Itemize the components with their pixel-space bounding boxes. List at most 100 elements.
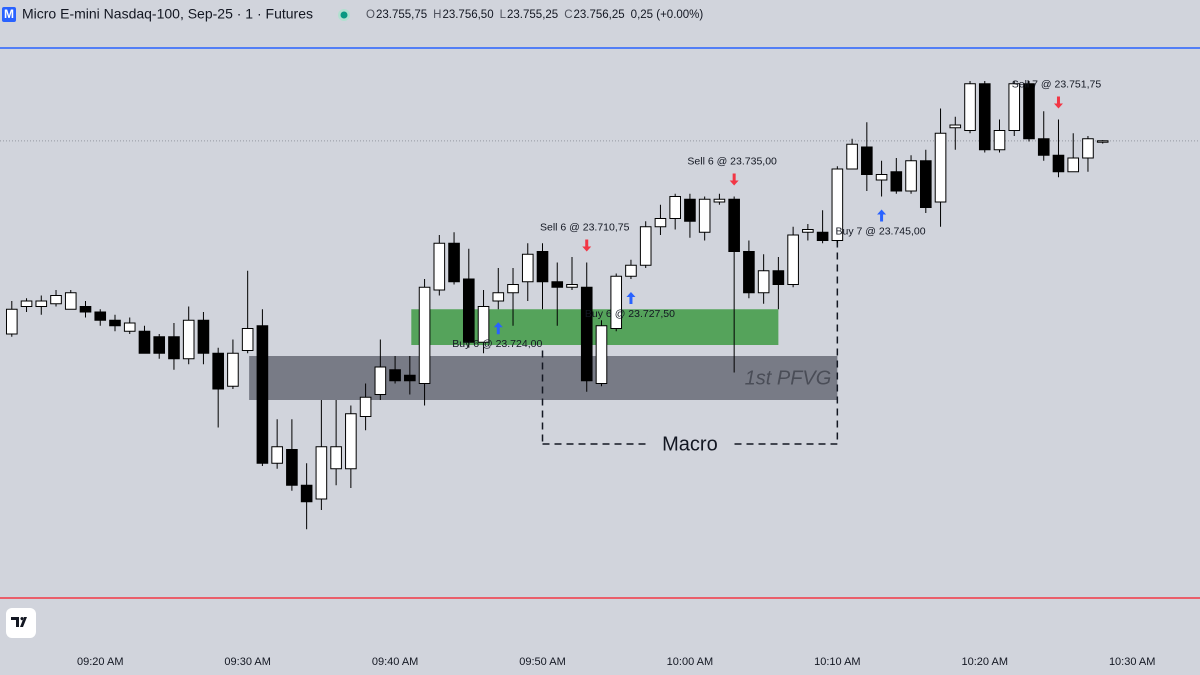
candle-body [654, 218, 667, 228]
candle-body [418, 286, 431, 384]
candle-body [1052, 154, 1065, 173]
candle-body [64, 292, 77, 310]
sell-arrow [729, 173, 739, 186]
candle-body [35, 300, 48, 307]
candle-body [241, 328, 254, 351]
time-axis: 09:20 AM 09:30 AM 09:40 AM 09:50 AM 10:00 AM… [77, 656, 1155, 668]
candle-body [109, 319, 121, 327]
candle-body [1037, 138, 1050, 156]
trade-label: Buy 7 @ 23.745,00 [836, 225, 926, 237]
ohlc-legend: O 23.755,75 H 23.756,50 L 23.755,25 C 23.756,25… [366, 9, 703, 21]
candle-body [507, 284, 519, 294]
candle-body [492, 292, 505, 302]
candle-body [153, 336, 166, 354]
candle-body [462, 278, 475, 343]
candle-body [595, 325, 608, 384]
candle-body [477, 306, 490, 343]
legend-key: L [500, 9, 507, 21]
candle-body [123, 322, 136, 332]
sell-arrow [1053, 96, 1063, 109]
x-tick-label: 10:20 AM [962, 656, 1008, 668]
x-tick-label: 09:30 AM [224, 656, 270, 668]
candle-body [1082, 138, 1094, 159]
candle-body [448, 242, 460, 283]
candle-body [787, 234, 799, 285]
candle-body [875, 174, 888, 181]
tv-logo [11, 617, 27, 627]
candle-body [433, 242, 446, 291]
candle-body [802, 229, 814, 233]
candle-body [286, 449, 298, 486]
candle-body [698, 198, 711, 233]
candle-body [625, 264, 637, 277]
candle-body [359, 396, 372, 417]
candle-body [757, 270, 770, 294]
tv-logo-box[interactable] [6, 608, 36, 638]
plot-area: 1st PFVG Macro Buy 6 @ 23.724,00 Sell 6 @ 2… [0, 78, 1200, 530]
candle-body [919, 160, 932, 208]
candle-body [684, 198, 696, 222]
candle-body [639, 226, 652, 266]
candle-body [566, 284, 578, 288]
candle-body [1067, 157, 1080, 173]
candle-body [212, 352, 224, 390]
trade-label: Sell 6 @ 23.710,75 [540, 221, 630, 233]
candle-body [1008, 83, 1021, 131]
trade-label: Buy 6 @ 23.724,00 [452, 338, 542, 350]
candle-body [330, 446, 342, 470]
x-tick-label: 10:30 AM [1109, 656, 1155, 668]
candle-body [197, 319, 210, 354]
candle-body [949, 124, 962, 129]
candle-body [861, 146, 873, 175]
legend-value: 23.756,25 [574, 9, 625, 21]
symbol-title[interactable]: Micro E-mini Nasdaq-100, Sep-25 · 1 · Fu… [22, 6, 313, 22]
candle-body [5, 308, 18, 335]
candle-body [772, 270, 785, 285]
candle-body [256, 325, 269, 464]
candle-body [743, 251, 755, 294]
status-dot [340, 11, 348, 19]
candle-body [536, 251, 549, 283]
logo-box [2, 7, 16, 22]
candle-body [20, 300, 33, 307]
candle-body [50, 295, 62, 305]
trade-label: Buy 6 @ 23.727,50 [585, 308, 675, 320]
candle-body [831, 168, 844, 241]
x-tick-label: 09:40 AM [372, 656, 418, 668]
legend-key: O [366, 9, 375, 21]
legend-value: 23.755,75 [376, 9, 427, 21]
candle-body [404, 374, 416, 382]
candle-body [846, 143, 858, 170]
candle-body [300, 484, 313, 503]
candle-body [993, 130, 1006, 151]
buy-arrow [626, 292, 636, 304]
candle-body [551, 281, 564, 288]
candle-body [227, 352, 239, 387]
candle-body [389, 369, 401, 382]
candle-body [978, 83, 991, 151]
candle-body [580, 286, 593, 382]
x-tick-label: 09:20 AM [77, 656, 123, 668]
candle-body [1096, 140, 1109, 143]
sell-arrow [582, 239, 592, 252]
legend-key: C [564, 9, 572, 21]
candle-body [138, 330, 151, 354]
candle-body [713, 198, 726, 203]
buy-arrow [877, 209, 887, 222]
candle-body [168, 336, 180, 360]
candle-body [934, 132, 947, 203]
candle-body [271, 446, 283, 464]
candle-body [890, 171, 903, 192]
candle-body [905, 160, 917, 192]
trade-label: Sell 6 @ 23.735,00 [687, 155, 777, 167]
candle-body [79, 306, 92, 313]
candle-body [521, 253, 534, 283]
legend-change: 0,25 (+0.00%) [631, 9, 704, 21]
candle-body [315, 446, 328, 500]
logo: M [4, 7, 14, 21]
macro-label-bg [647, 436, 732, 452]
x-tick-label: 10:00 AM [667, 656, 713, 668]
zone-label: 1st PFVG [745, 367, 832, 389]
